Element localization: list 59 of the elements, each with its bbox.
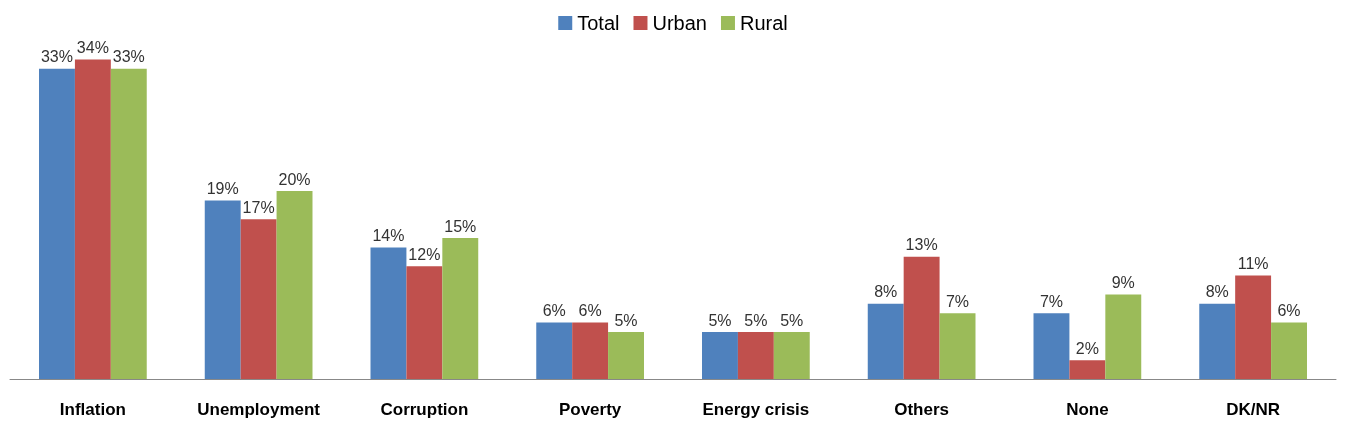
data-label: 6%	[578, 302, 602, 320]
bar	[867, 303, 904, 379]
bar	[370, 247, 407, 379]
data-label: 7%	[1039, 292, 1064, 310]
bar	[110, 68, 147, 379]
data-label: 8%	[1205, 283, 1229, 301]
x-tick-label: Inflation	[59, 400, 126, 419]
bar	[939, 313, 976, 379]
bar	[39, 68, 75, 379]
data-label: 9%	[1111, 273, 1135, 291]
bar	[1033, 313, 1070, 379]
bar	[74, 59, 111, 379]
bar	[406, 266, 443, 379]
legend-label: Rural	[739, 12, 788, 34]
bar	[442, 238, 479, 379]
bar	[572, 322, 609, 379]
data-label: 13%	[905, 236, 938, 254]
data-label: 15%	[444, 217, 477, 235]
data-label: 7%	[945, 292, 970, 310]
x-tick-label: Poverty	[558, 400, 622, 419]
bar	[1069, 360, 1106, 379]
data-label: 6%	[542, 302, 566, 320]
data-label: 5%	[708, 311, 732, 329]
bar	[608, 332, 644, 379]
bar	[737, 332, 774, 379]
x-tick-label: None	[1066, 400, 1109, 419]
data-label: 33%	[112, 48, 145, 66]
data-label: 5%	[744, 311, 768, 329]
data-label: 34%	[76, 38, 109, 56]
data-label: 19%	[206, 179, 239, 197]
data-label: 11%	[1237, 255, 1269, 273]
x-tick-label: Others	[894, 400, 950, 419]
x-tick-label: Energy crisis	[702, 400, 810, 419]
legend-label: Urban	[652, 12, 707, 34]
bar	[702, 332, 738, 379]
data-label: 33%	[40, 48, 73, 66]
bar	[240, 219, 277, 379]
bar	[536, 322, 573, 379]
x-tick-label: DK/NR	[1226, 400, 1281, 419]
bar	[1271, 322, 1307, 379]
bar	[1199, 303, 1236, 379]
bar	[276, 191, 313, 379]
x-tick-label: Corruption	[380, 400, 469, 419]
bar	[773, 332, 810, 379]
x-tick-label: Unemployment	[197, 400, 321, 419]
legend-label: Total	[577, 12, 620, 34]
data-label: 20%	[278, 170, 311, 188]
data-label: 12%	[408, 245, 441, 263]
data-label: 5%	[780, 311, 804, 329]
data-label: 2%	[1075, 339, 1099, 357]
data-label: 14%	[372, 226, 405, 244]
bar	[204, 200, 241, 379]
bar	[1105, 294, 1142, 379]
bar	[903, 256, 940, 379]
data-label: 5%	[614, 311, 638, 329]
data-label: 17%	[242, 198, 275, 216]
data-label: 6%	[1277, 302, 1301, 320]
bar	[1235, 275, 1272, 379]
data-label: 8%	[874, 283, 898, 301]
